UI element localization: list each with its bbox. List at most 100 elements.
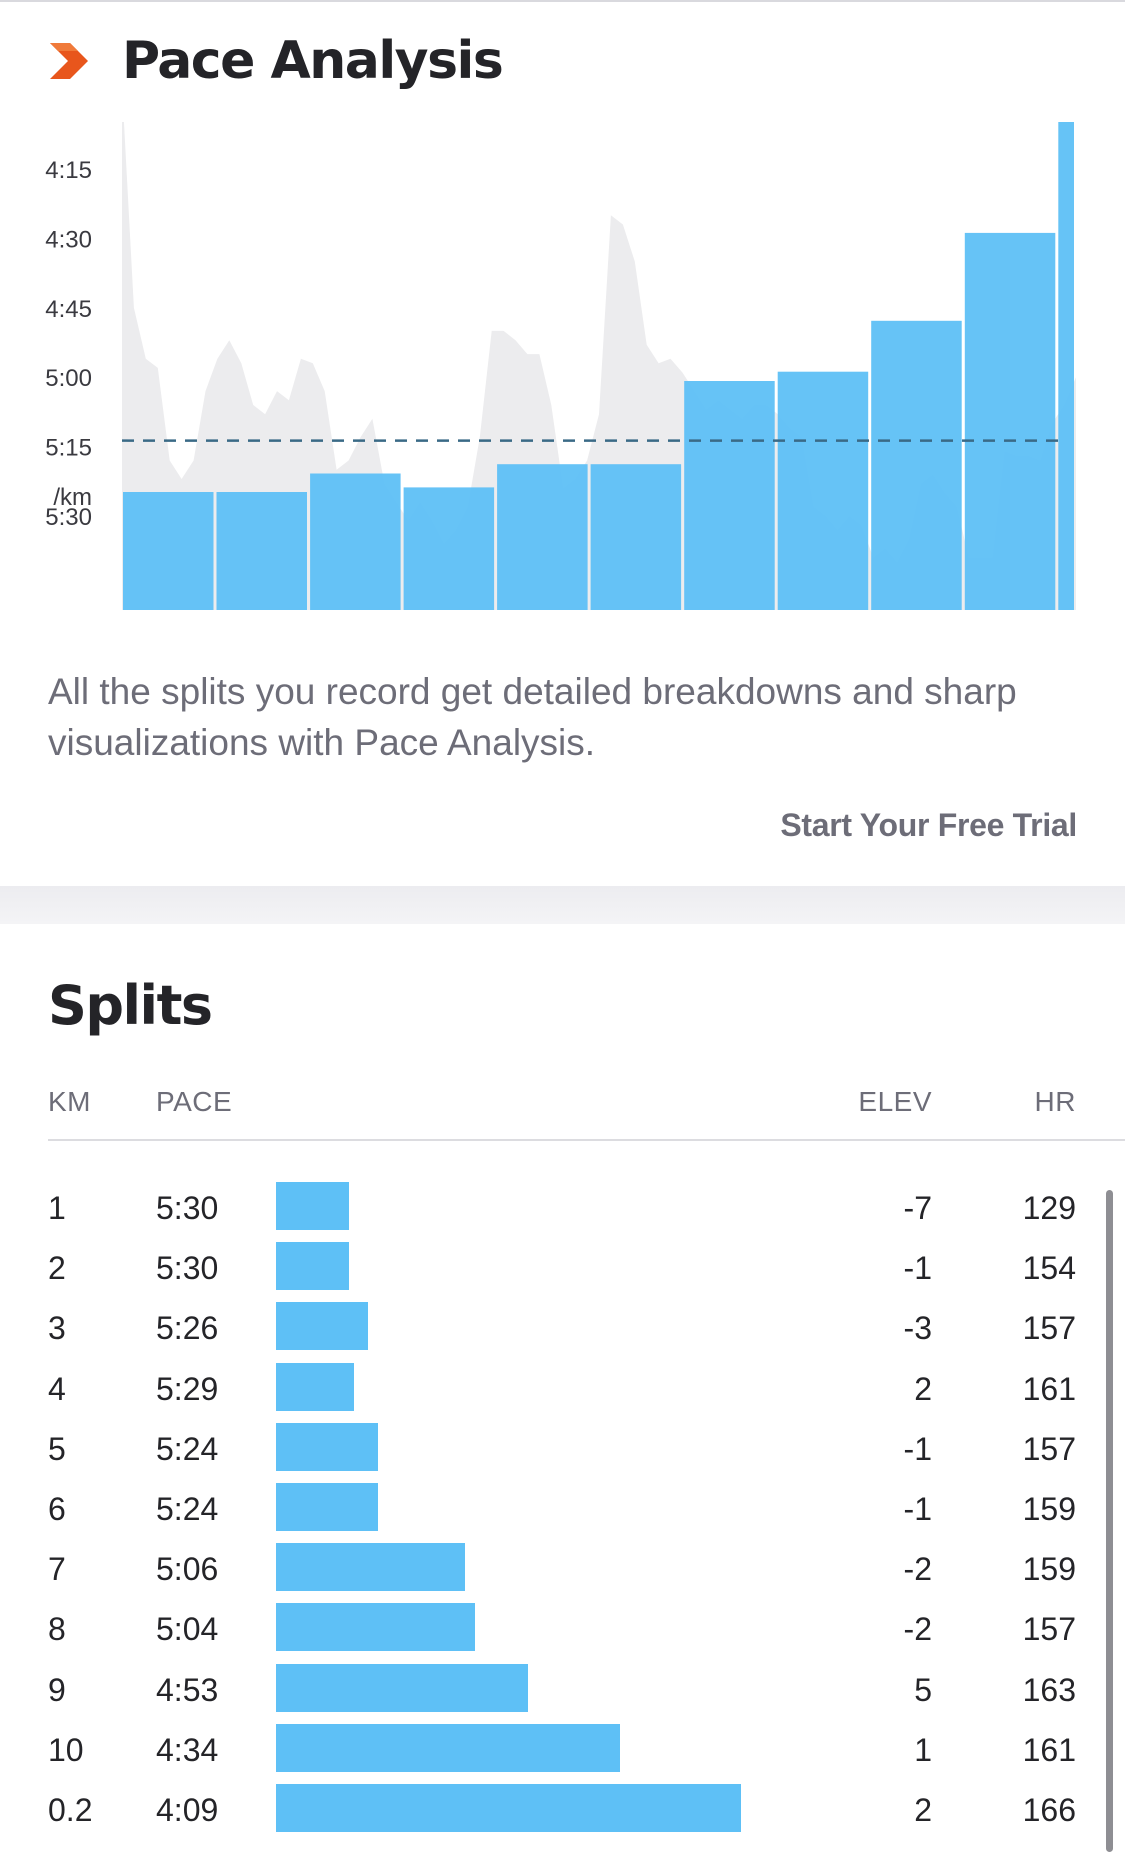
y-tick-label: 4:15 <box>45 157 92 184</box>
split-hr: 163 <box>1022 1671 1076 1708</box>
pace-bar-km-2 <box>216 492 307 610</box>
split-pace: 5:24 <box>156 1430 219 1467</box>
splits-card: Splits KM PACE ELEV HR 1 5:30 -7 129 2 5:30 -1… <box>0 924 1125 1852</box>
split-elev: -3 <box>903 1310 932 1347</box>
split-pace-bar <box>276 1663 528 1712</box>
top-divider <box>0 0 1125 2</box>
split-elev: 2 <box>914 1792 932 1828</box>
y-tick-label: 4:45 <box>45 296 92 323</box>
split-row: 5 5:24 -1 157 <box>0 1417 1125 1477</box>
split-pace-bar <box>276 1182 349 1230</box>
split-hr: 166 <box>1022 1792 1076 1828</box>
split-row: 10 4:34 1 161 <box>0 1718 1125 1778</box>
y-axis-unit: /km <box>53 484 92 511</box>
split-pace-bar <box>276 1723 620 1772</box>
split-pace: 5:24 <box>156 1491 219 1527</box>
pace-analysis-header: Pace Analysis <box>48 26 504 96</box>
header-divider <box>48 1139 1125 1141</box>
pace-analysis-chart: 4:15 4:30 4:45 5:00 5:15 5:30/km <box>45 122 1076 610</box>
pace-bar-km-5 <box>497 464 588 610</box>
pace-bar-km-1 <box>123 492 214 610</box>
split-km: 1 <box>48 1190 66 1226</box>
column-header-elev: ELEV <box>858 1086 932 1117</box>
column-header-hr: HR <box>1034 1086 1076 1117</box>
y-tick-label: 5:30 <box>45 504 92 531</box>
splits-title: Splits <box>48 974 213 1037</box>
chevron-right-icon <box>50 43 88 79</box>
split-hr: 161 <box>1022 1370 1076 1407</box>
start-free-trial-link[interactable]: Start Your Free Trial <box>780 807 1077 843</box>
split-elev: 5 <box>914 1671 932 1708</box>
split-pace-bar <box>276 1362 354 1411</box>
pace-analysis-card: Pace Analysis 4:15 4:30 4:45 5:00 5:15 5:30/k… <box>0 2 1125 886</box>
column-header-pace: PACE <box>156 1086 233 1117</box>
pace-analysis-title: Pace Analysis <box>122 31 504 91</box>
split-elev: 2 <box>914 1370 932 1407</box>
pace-bar-km-4 <box>403 487 495 610</box>
split-elev: -1 <box>903 1430 932 1467</box>
split-pace: 4:09 <box>156 1792 219 1828</box>
split-row: 7 5:06 -2 159 <box>0 1537 1125 1597</box>
split-elev: -1 <box>903 1491 932 1527</box>
split-pace: 5:30 <box>156 1250 219 1287</box>
split-elev: -7 <box>903 1190 932 1226</box>
split-pace: 5:04 <box>156 1611 219 1648</box>
pace-bar-km-8 <box>777 371 869 610</box>
section-separator <box>0 886 1125 924</box>
split-km: 5 <box>48 1430 66 1467</box>
split-elev: 1 <box>914 1731 932 1768</box>
split-row: 6 5:24 -1 159 <box>0 1477 1125 1537</box>
pace-analysis-description: All the splits you record get detailed b… <box>48 671 1017 763</box>
split-row: 8 5:04 -2 157 <box>0 1597 1125 1657</box>
split-pace-bar <box>276 1242 349 1291</box>
split-hr: 157 <box>1022 1611 1076 1648</box>
split-pace-bar <box>276 1422 378 1471</box>
split-hr: 154 <box>1022 1250 1076 1287</box>
split-pace: 5:06 <box>156 1551 219 1588</box>
pace-bar-km-0.2 <box>1058 122 1074 610</box>
split-pace-bar <box>276 1603 475 1652</box>
split-pace-bar <box>276 1483 378 1531</box>
split-pace: 4:34 <box>156 1731 219 1768</box>
pace-bar-km-3 <box>310 473 401 610</box>
split-hr: 157 <box>1022 1310 1076 1347</box>
pace-bar-km-9 <box>871 320 962 610</box>
split-km: 10 <box>48 1731 84 1768</box>
split-elev: -2 <box>903 1611 932 1648</box>
y-tick-label: 5:00 <box>45 365 92 392</box>
split-km: 0.2 <box>48 1792 93 1828</box>
split-hr: 157 <box>1022 1430 1076 1467</box>
split-hr: 159 <box>1022 1491 1076 1527</box>
split-km: 8 <box>48 1611 66 1648</box>
split-row: 0.2 4:09 2 166 <box>0 1778 1125 1838</box>
split-pace-bar <box>276 1302 368 1351</box>
split-km: 2 <box>48 1250 66 1287</box>
split-km: 7 <box>48 1551 66 1588</box>
split-row: 3 5:26 -3 157 <box>0 1296 1125 1356</box>
split-pace: 4:53 <box>156 1671 219 1708</box>
split-hr: 161 <box>1022 1731 1076 1768</box>
split-km: 9 <box>48 1671 66 1708</box>
split-pace: 5:29 <box>156 1370 219 1407</box>
scrollbar[interactable] <box>1106 1190 1113 1852</box>
y-tick-label: 5:15 <box>45 435 92 462</box>
split-row: 1 5:30 -7 129 <box>0 1176 1125 1236</box>
split-pace-bar <box>276 1543 465 1592</box>
split-row: 2 5:30 -1 154 <box>0 1236 1125 1296</box>
pace-bar-km-10 <box>964 232 1056 610</box>
split-row: 9 4:53 5 163 <box>0 1658 1125 1718</box>
split-km: 3 <box>48 1310 66 1347</box>
split-elev: -1 <box>903 1250 932 1287</box>
split-km: 4 <box>48 1370 66 1407</box>
split-row: 4 5:29 2 161 <box>0 1357 1125 1417</box>
y-tick-label: 4:30 <box>45 226 92 253</box>
split-km: 6 <box>48 1491 66 1527</box>
split-pace-bar <box>276 1784 741 1832</box>
split-hr: 159 <box>1022 1551 1076 1588</box>
pace-bar-km-6 <box>590 464 682 610</box>
split-hr: 129 <box>1022 1190 1076 1226</box>
column-header-km: KM <box>48 1086 91 1117</box>
split-pace: 5:30 <box>156 1190 219 1226</box>
split-elev: -2 <box>903 1551 932 1588</box>
pace-bar-km-7 <box>684 381 775 610</box>
